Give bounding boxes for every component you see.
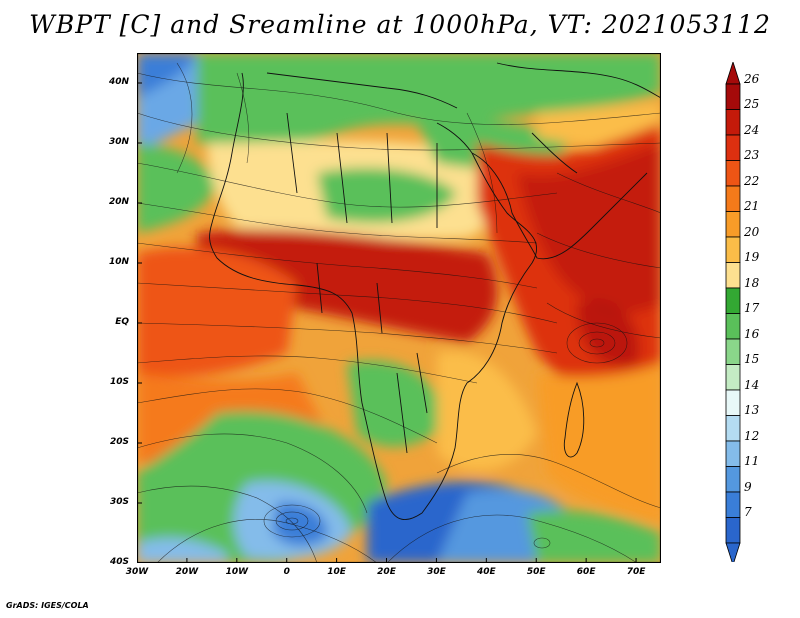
colorbar-swatch <box>725 211 741 238</box>
colorbar-level-label: 11 <box>744 454 760 469</box>
colorbar-level-label: 19 <box>744 250 760 265</box>
lon-tick-label: 20E <box>377 567 396 577</box>
colorbar-swatch <box>725 491 741 518</box>
lon-tick-label: 10E <box>327 567 346 577</box>
colorbar-swatch <box>725 440 741 467</box>
axis-ticks <box>137 82 637 563</box>
colorbar-swatch <box>725 338 741 365</box>
colorbar-level-label: 22 <box>744 173 760 188</box>
map-title: WBPT [C] and Sreamline at 1000hPa, VT: 2… <box>29 10 771 39</box>
lon-tick-label: 70E <box>626 567 646 577</box>
wbpt-map <box>137 53 661 563</box>
lat-tick-label: 30S <box>109 497 129 507</box>
lat-tick-label: EQ <box>115 317 129 327</box>
lat-tick-label: 10N <box>108 257 129 267</box>
colorbar-level-label: 7 <box>744 505 752 520</box>
map-frame <box>137 53 661 563</box>
grads-credit: GrADS: IGES/COLA <box>6 601 89 610</box>
streamlines <box>137 62 661 563</box>
colorbar-level-label: 24 <box>744 122 760 137</box>
colorbar-level-label: 23 <box>744 148 760 163</box>
colorbar-swatch <box>725 160 741 187</box>
lon-tick-label: 50E <box>526 567 546 577</box>
colorbar-swatch <box>725 109 741 136</box>
colorbar-bottom-arrow <box>725 542 741 562</box>
colorbar-level-label: 13 <box>744 403 760 418</box>
colorbar-swatch <box>725 236 741 263</box>
colorbar-level-label: 20 <box>744 224 760 239</box>
lat-tick-label: 10S <box>109 377 129 387</box>
colorbar-swatch <box>725 262 741 289</box>
lon-tick-label: 60E <box>576 567 596 577</box>
lat-tick-label: 20N <box>108 197 129 207</box>
colorbar <box>725 62 741 562</box>
colorbar-swatch <box>725 389 741 416</box>
colorbar-level-label: 15 <box>744 352 760 367</box>
colorbar-swatch <box>725 185 741 212</box>
colorbar-top-arrow <box>725 62 741 85</box>
colorbar-level-label: 12 <box>744 428 760 443</box>
colorbar-swatch <box>725 466 741 493</box>
lon-tick-label: 30W <box>125 567 149 577</box>
lon-tick-label: 40E <box>476 567 496 577</box>
colorbar-level-label: 17 <box>744 301 760 316</box>
lon-tick-label: 30E <box>427 567 446 577</box>
colorbar-swatch <box>725 287 741 314</box>
colorbar-level-label: 21 <box>744 199 760 214</box>
colorbar-level-label: 25 <box>744 97 760 112</box>
lon-tick-label: 10W <box>225 567 249 577</box>
lat-tick-label: 20S <box>109 437 129 447</box>
colorbar-level-label: 18 <box>744 275 760 290</box>
lon-tick-label: 0 <box>283 567 290 577</box>
map-panel <box>137 53 661 563</box>
colorbar-swatch <box>725 517 741 544</box>
colorbar-swatch <box>725 134 741 161</box>
coastlines <box>209 62 661 520</box>
colorbar-swatch <box>725 83 741 110</box>
colorbar-swatch <box>725 415 741 442</box>
colorbar-level-label: 14 <box>744 377 760 392</box>
colorbar-swatch <box>725 364 741 391</box>
lat-tick-label: 40N <box>108 77 129 87</box>
lat-tick-label: 30N <box>108 137 129 147</box>
colorbar-level-label: 16 <box>744 326 760 341</box>
colorbar-swatch <box>725 313 741 340</box>
lat-tick-label: 40S <box>109 557 129 567</box>
colorbar-level-label: 9 <box>744 479 752 494</box>
lon-tick-label: 20W <box>175 567 199 577</box>
colorbar-level-label: 26 <box>744 71 760 86</box>
